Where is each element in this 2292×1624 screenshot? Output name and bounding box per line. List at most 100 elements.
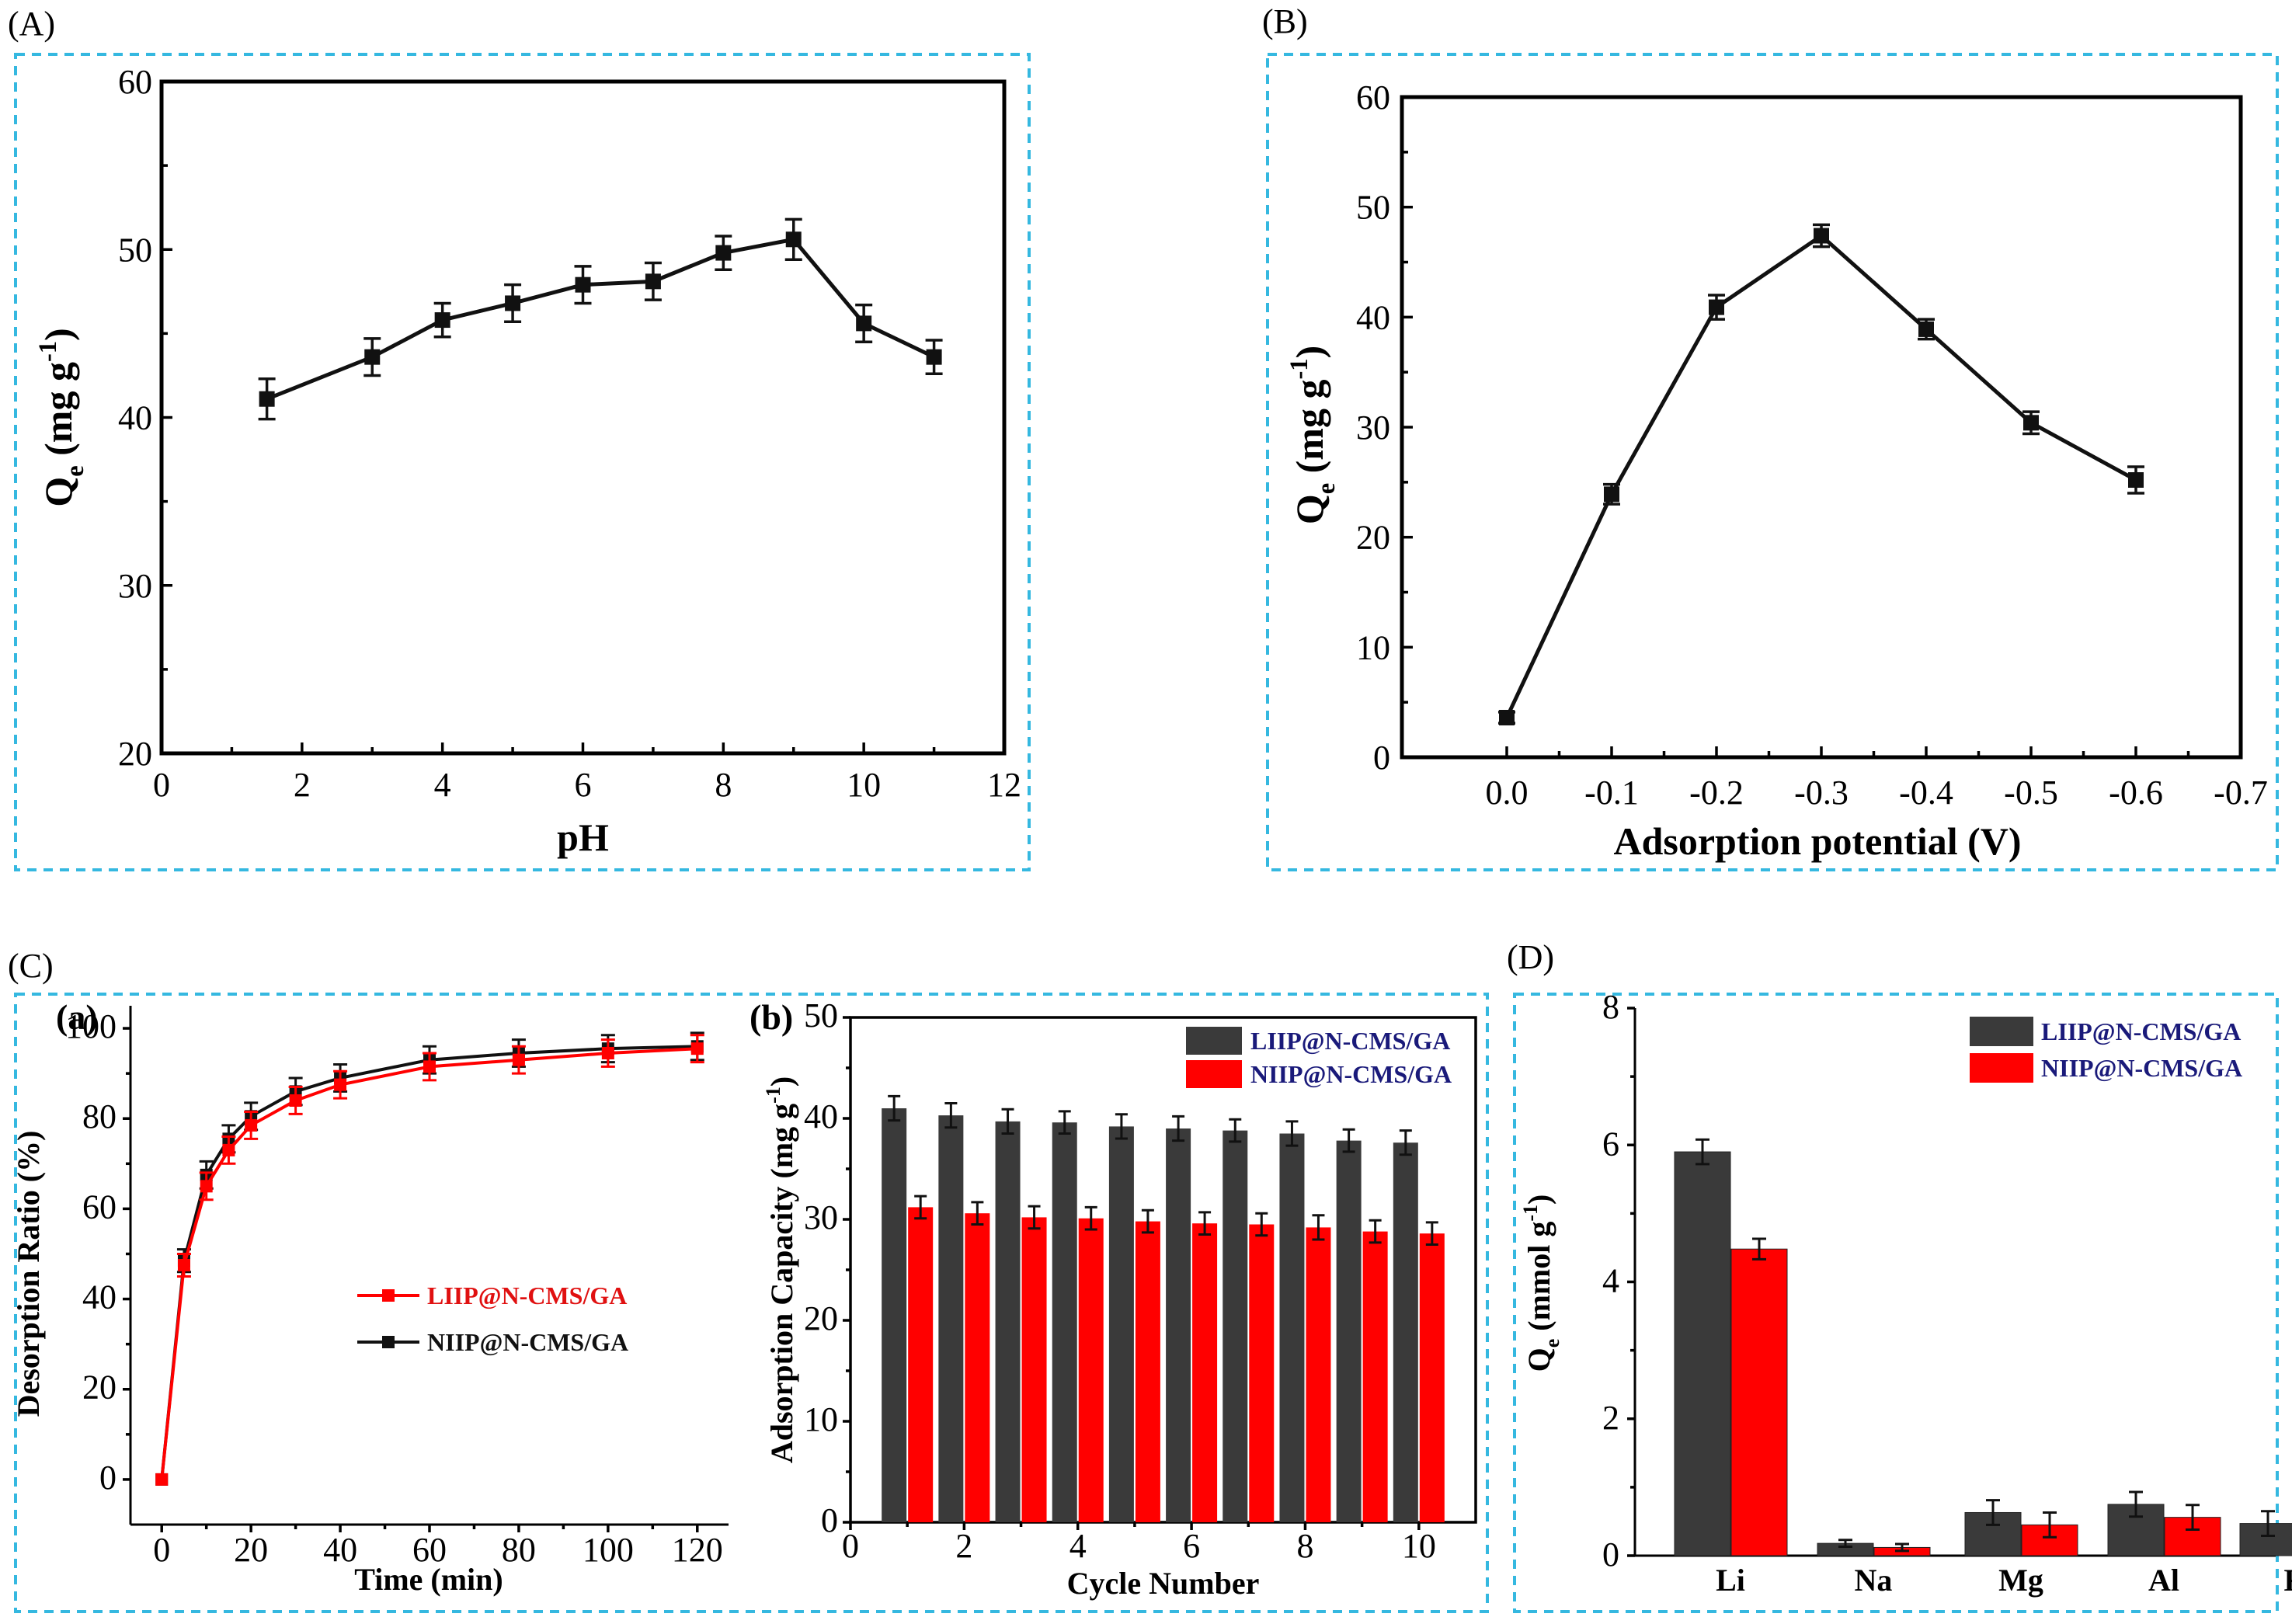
bar [938,1115,964,1522]
chart-d-selectivity: 0 2 4 6 8 Qe (mmol g-1) Li Na Mg Al K LIIP@N-CMS/GA… [1519,988,2292,1598]
bar [1362,1231,1388,1522]
legend-label: NIIP@N-CMS/GA [427,1328,628,1356]
x-tick-label: 8 [1296,1527,1313,1565]
data-point [200,1180,213,1193]
data-point [1814,228,1829,244]
bar [1730,1248,1788,1556]
x-tick-label: 2 [294,766,311,804]
x-tick-label: 120 [672,1531,723,1569]
x-tick-label: 0 [153,766,170,804]
data-point [1918,321,1934,337]
y-tick-label: 50 [1356,189,1390,227]
bar [1192,1223,1218,1522]
data-point [856,315,872,332]
legend-marker [382,1289,395,1302]
x-axis-label: Cycle Number [1067,1566,1260,1601]
bar [1166,1128,1191,1522]
bar [1674,1151,1731,1556]
series-line [160,1047,697,1480]
y-tick-label: 80 [82,1097,117,1135]
x-tick-label: K [2283,1563,2292,1598]
y-tick-label: 20 [804,1299,838,1337]
legend-label: NIIP@N-CMS/GA [2041,1054,2242,1082]
x-tick-label: 12 [987,766,1021,804]
x-tick-label: 8 [715,766,732,804]
legend-swatch [1970,1017,2033,1046]
x-tick-label: -0.7 [2214,774,2268,812]
bar [1108,1126,1134,1522]
data-point [2128,472,2144,488]
panel-b-label: (B) [1262,2,1308,40]
x-axis-label: Time (min) [354,1562,503,1597]
y-tick-label: 40 [1356,298,1390,336]
series-line [1504,233,2137,719]
x-tick-label: 80 [502,1531,536,1569]
data-point [645,273,661,290]
panel-a-label: (A) [8,5,55,43]
chart-b-potential: 0.0 -0.1 -0.2 -0.3 -0.4 -0.5 -0.6 -0.7 0 10 20 30 40… [1285,78,2268,863]
bar [1279,1133,1305,1522]
chart-c-b-cycles: 0 2 4 6 8 10 0 10 20 30 40 50 Cycle Number Adsorption… [762,996,1477,1601]
legend-swatch [1186,1060,1242,1088]
x-tick-label: 100 [583,1531,634,1569]
legend-swatch [1186,1027,1242,1055]
series-line [160,1045,697,1480]
legend-label: NIIP@N-CMS/GA [1250,1060,1452,1088]
y-tick-label: 100 [65,1007,117,1045]
y-tick-label: 2 [1602,1399,1619,1437]
y-axis-label: Qe (mmol g-1) [1519,1195,1563,1372]
y-tick-label: 40 [118,399,152,437]
series-line [266,237,935,402]
y-tick-label: 60 [1356,78,1390,116]
x-tick-label: 10 [847,766,881,804]
y-axis-label: Adsorption Capacity (mg g-1) [762,1076,799,1463]
y-tick-label: 8 [1602,988,1619,1026]
y-tick-label: 20 [1356,519,1390,557]
x-tick-label: -0.6 [2109,774,2163,812]
bar [1052,1122,1077,1522]
chart-a-ph: 0 2 4 6 8 10 12 20 30 40 50 60 pH Qe (mg g-1) [34,63,1021,859]
data-point [1709,299,1724,315]
y-tick-label: 60 [118,63,152,101]
panel-c-label: (C) [8,947,54,985]
bar [1419,1233,1445,1522]
bar [1078,1218,1104,1522]
y-axis-label: Qe (mg g-1) [1285,346,1341,524]
data-point [575,276,591,293]
data-point [505,295,521,311]
data-point [364,349,381,365]
x-tick-label: 6 [575,766,592,804]
data-point [2023,415,2039,431]
bar [2239,1523,2292,1556]
data-point [434,312,450,329]
data-point [715,245,732,261]
bar [965,1213,990,1522]
bar [995,1121,1021,1522]
data-point [334,1078,347,1091]
data-point [690,1042,704,1055]
x-tick-label: -0.5 [2004,774,2058,812]
data-point [926,349,942,365]
y-tick-label: 0 [99,1459,117,1497]
y-axis-label: Qe (mg g-1) [34,328,89,506]
bar [1223,1130,1248,1522]
y-tick-label: 0 [1602,1535,1619,1574]
x-axis-label: pH [557,815,609,859]
bar [882,1108,907,1522]
y-tick-label: 50 [804,996,838,1035]
y-tick-label: 10 [804,1400,838,1438]
x-tick-label: 10 [1402,1527,1436,1565]
plot-frame [159,79,1007,756]
legend-label: LIIP@N-CMS/GA [1250,1027,1450,1055]
legend-swatch [1970,1053,2033,1083]
x-tick-label: Li [1716,1563,1745,1598]
x-tick-label: 20 [234,1531,268,1569]
data-point [1499,710,1515,725]
data-point [289,1094,302,1107]
plot-frame [1400,95,2243,760]
panel-d-frame [1513,993,2279,1613]
x-tick-label: Mg [1998,1563,2043,1598]
y-tick-label: 30 [118,567,152,605]
y-axis-label: Desorption Ratio (%) [11,1131,46,1417]
